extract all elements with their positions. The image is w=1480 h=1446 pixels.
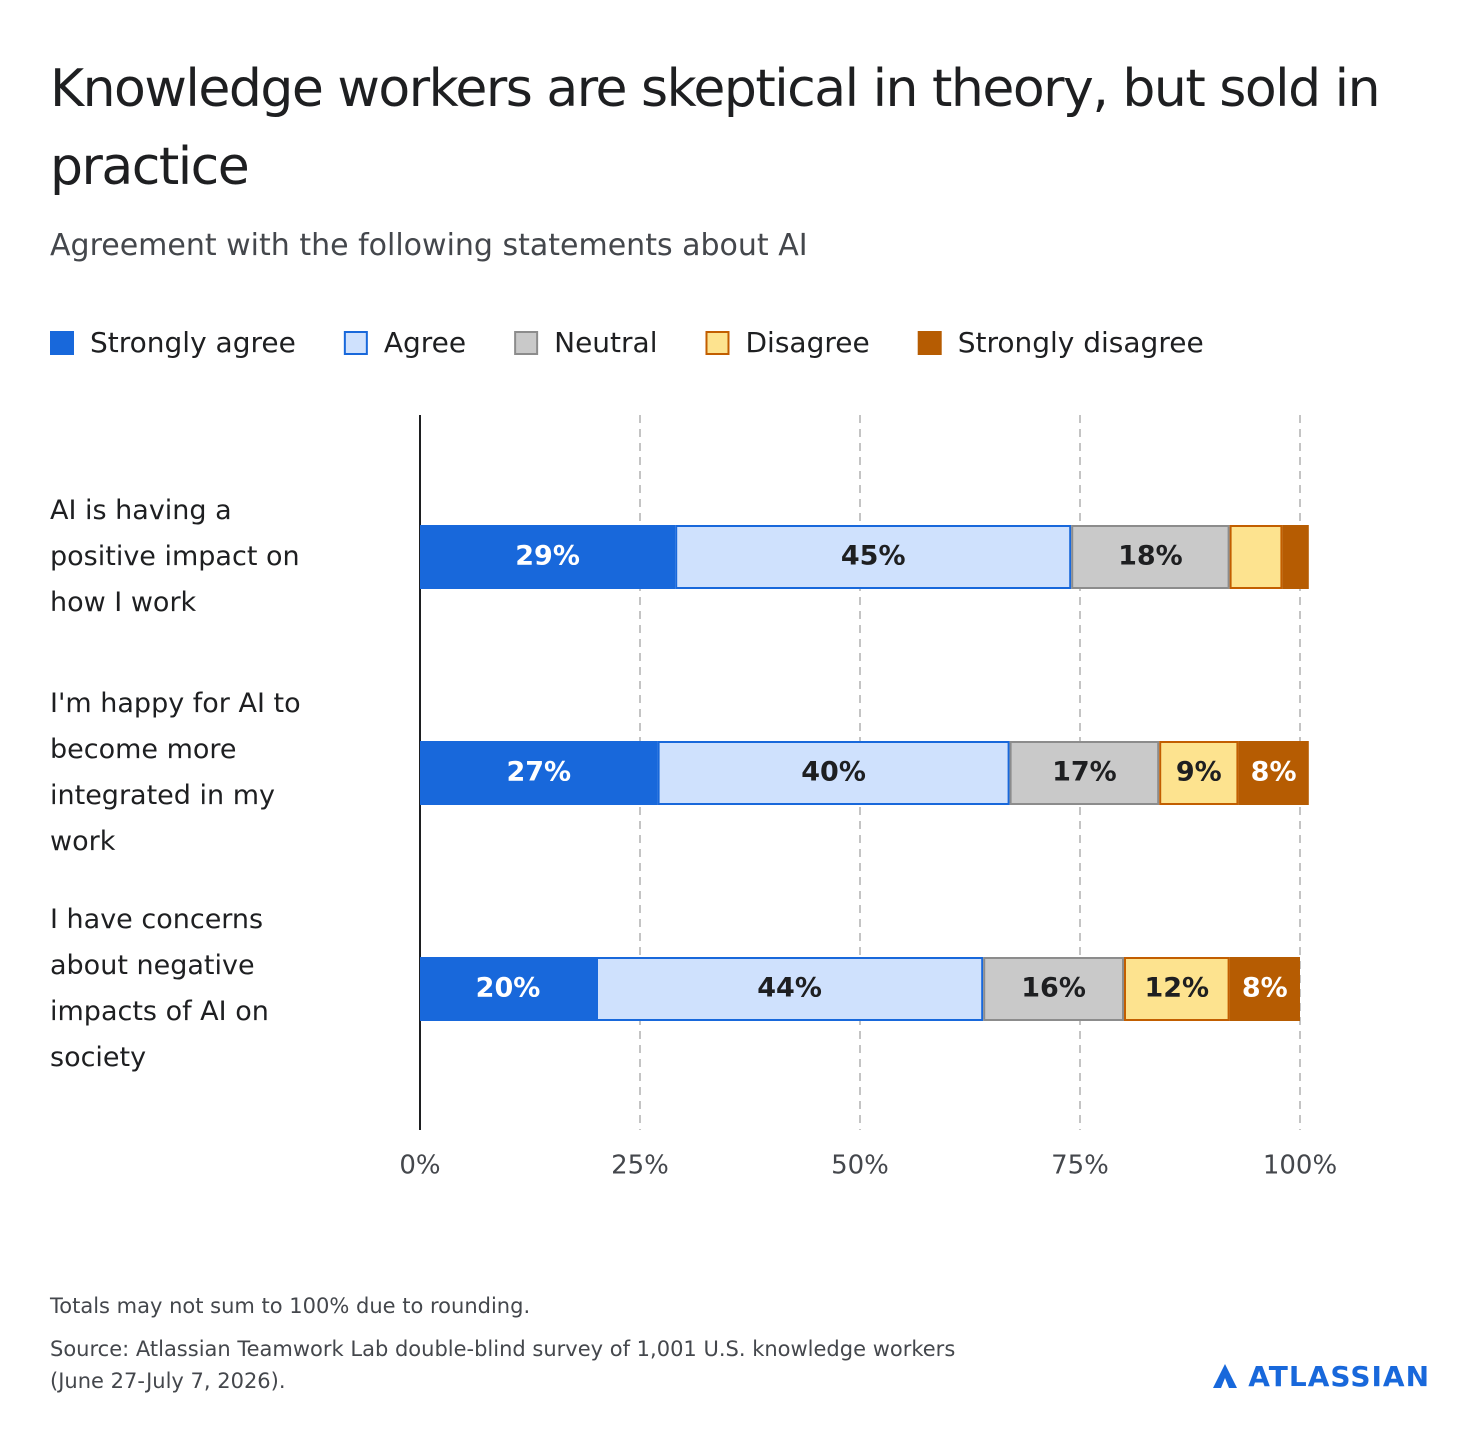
bar-segment — [1009, 741, 1160, 805]
data-label: 17% — [1052, 757, 1117, 788]
x-tick-label: 50% — [831, 1151, 889, 1181]
legend-label: Strongly disagree — [958, 326, 1204, 359]
bar-segment — [1229, 525, 1283, 589]
x-tick-label: 75% — [1051, 1151, 1109, 1181]
x-tick-label: 100% — [1263, 1151, 1337, 1181]
data-label: 20% — [476, 973, 541, 1004]
data-label: 44% — [757, 973, 822, 1004]
bar-segment — [420, 741, 658, 805]
data-label: 45% — [841, 541, 906, 572]
source: Source: Atlassian Teamwork Lab double-bl… — [50, 1337, 956, 1393]
bar-segment — [596, 957, 984, 1021]
data-label: 27% — [506, 757, 571, 788]
bar-segment — [420, 525, 676, 589]
bar-segment — [1282, 525, 1309, 589]
bar-segment — [1124, 957, 1230, 1021]
legend-swatch — [705, 331, 730, 355]
data-label: 9% — [1176, 757, 1222, 788]
data-label: 40% — [801, 757, 866, 788]
legend-swatch — [343, 331, 368, 355]
legend-label: Neutral — [554, 326, 657, 359]
bar-segment — [1071, 525, 1230, 589]
category-label: I have concerns about negative impacts o… — [50, 904, 269, 1073]
data-label: 16% — [1021, 973, 1086, 1004]
legend-swatch — [50, 331, 74, 355]
legend-label: Strongly agree — [90, 326, 296, 359]
data-label: 18% — [1118, 541, 1183, 572]
chart-title: Knowledge workers are skeptical in theor… — [50, 59, 1381, 197]
bar-segment — [1229, 957, 1300, 1021]
bar-segment — [675, 525, 1072, 589]
brand-icon — [1212, 1364, 1237, 1388]
data-label: 12% — [1144, 973, 1209, 1004]
brand-logo: ATLASSIAN — [1212, 1360, 1430, 1393]
legend-label: Agree — [384, 326, 466, 359]
legend-swatch — [917, 331, 942, 355]
x-tick-label: 0% — [399, 1151, 440, 1181]
legend-swatch — [514, 331, 539, 355]
category-label: AI is having a positive impact on how I … — [50, 495, 300, 618]
legend-label: Disagree — [745, 326, 869, 359]
bar-segment — [1159, 741, 1239, 805]
x-tick-label: 25% — [611, 1151, 669, 1181]
data-label: 29% — [515, 541, 580, 572]
bar-segment — [657, 741, 1010, 805]
footnote: Totals may not sum to 100% due to roundi… — [50, 1294, 531, 1318]
brand-name: ATLASSIAN — [1248, 1360, 1430, 1393]
bar-segment — [983, 957, 1125, 1021]
bar-segment — [420, 957, 596, 1021]
chart-subtitle: Agreement with the following statements … — [50, 228, 808, 263]
bar-segment — [1238, 741, 1309, 805]
category-label: I'm happy for AI to become more integrat… — [50, 688, 301, 857]
data-label: 8% — [1251, 757, 1297, 788]
data-label: 8% — [1242, 973, 1288, 1004]
